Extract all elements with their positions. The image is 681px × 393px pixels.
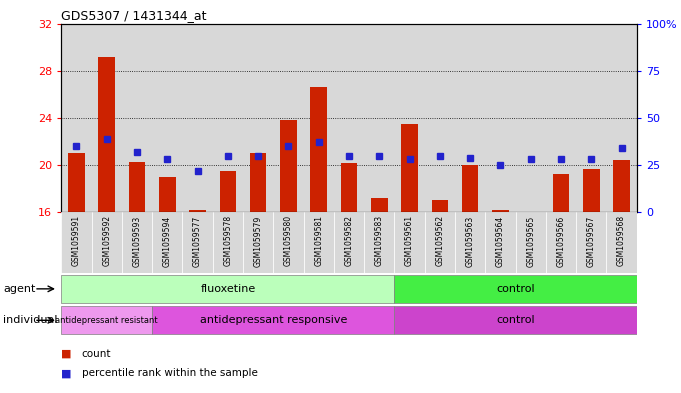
Text: GSM1059563: GSM1059563	[466, 215, 475, 266]
Bar	[425, 24, 455, 212]
Bar	[425, 212, 455, 273]
Bar	[273, 212, 304, 273]
Bar	[311, 87, 327, 212]
Bar	[516, 212, 546, 273]
Bar	[243, 24, 273, 212]
Bar	[250, 153, 266, 212]
Text: GSM1059565: GSM1059565	[526, 215, 535, 266]
Bar	[401, 124, 418, 212]
Text: GSM1059564: GSM1059564	[496, 215, 505, 266]
Bar	[129, 162, 145, 212]
Bar	[122, 24, 152, 212]
Text: percentile rank within the sample: percentile rank within the sample	[82, 368, 257, 378]
Bar	[334, 24, 364, 212]
Text: GSM1059566: GSM1059566	[556, 215, 565, 266]
Bar	[340, 163, 358, 212]
Text: GSM1059582: GSM1059582	[345, 215, 353, 266]
Text: count: count	[82, 349, 111, 359]
Bar	[304, 24, 334, 212]
Text: GSM1059581: GSM1059581	[314, 215, 323, 266]
Text: GSM1059577: GSM1059577	[193, 215, 202, 266]
Text: GSM1059593: GSM1059593	[133, 215, 142, 266]
Bar	[394, 306, 637, 334]
Bar	[152, 24, 183, 212]
Bar	[455, 212, 486, 273]
Bar	[61, 24, 91, 212]
Bar	[183, 24, 212, 212]
Bar	[189, 210, 206, 212]
Bar	[98, 57, 115, 212]
Bar	[152, 306, 394, 334]
Text: GDS5307 / 1431344_at: GDS5307 / 1431344_at	[61, 9, 207, 22]
Bar	[607, 212, 637, 273]
Bar	[492, 210, 509, 212]
Bar	[371, 198, 387, 212]
Bar	[304, 212, 334, 273]
Text: antidepressant responsive: antidepressant responsive	[200, 315, 347, 325]
Bar	[273, 24, 304, 212]
Bar	[68, 153, 84, 212]
Bar	[432, 200, 448, 212]
Bar	[583, 169, 600, 212]
Bar	[212, 24, 243, 212]
Bar	[553, 174, 569, 212]
Text: GSM1059579: GSM1059579	[253, 215, 263, 266]
Text: control: control	[496, 315, 535, 325]
Bar	[61, 306, 152, 334]
Bar	[546, 212, 576, 273]
Bar	[122, 212, 152, 273]
Bar	[486, 212, 516, 273]
Bar	[61, 212, 91, 273]
Bar	[243, 212, 273, 273]
Text: individual: individual	[3, 315, 58, 325]
Bar	[455, 24, 486, 212]
Bar	[334, 212, 364, 273]
Bar	[152, 212, 183, 273]
Text: fluoxetine: fluoxetine	[200, 284, 255, 294]
Bar	[394, 24, 425, 212]
Text: antidepressant resistant: antidepressant resistant	[55, 316, 158, 325]
Bar	[462, 165, 479, 212]
Bar	[219, 171, 236, 212]
Text: GSM1059567: GSM1059567	[587, 215, 596, 266]
Text: GSM1059578: GSM1059578	[223, 215, 232, 266]
Text: GSM1059568: GSM1059568	[617, 215, 626, 266]
Bar	[364, 24, 394, 212]
Bar	[576, 212, 607, 273]
Bar	[614, 160, 630, 212]
Bar	[364, 212, 394, 273]
Bar	[91, 212, 122, 273]
Text: GSM1059561: GSM1059561	[405, 215, 414, 266]
Bar	[394, 212, 425, 273]
Text: GSM1059562: GSM1059562	[435, 215, 445, 266]
Bar	[486, 24, 516, 212]
Text: GSM1059594: GSM1059594	[163, 215, 172, 266]
Bar	[91, 24, 122, 212]
Text: control: control	[496, 284, 535, 294]
Bar	[576, 24, 607, 212]
Bar	[394, 275, 637, 303]
Text: GSM1059592: GSM1059592	[102, 215, 111, 266]
Bar	[516, 24, 546, 212]
Bar	[607, 24, 637, 212]
Bar	[183, 212, 212, 273]
Bar	[61, 275, 394, 303]
Text: GSM1059583: GSM1059583	[375, 215, 384, 266]
Bar	[212, 212, 243, 273]
Text: GSM1059580: GSM1059580	[284, 215, 293, 266]
Text: agent: agent	[3, 284, 36, 294]
Text: ■: ■	[61, 349, 72, 359]
Bar	[159, 177, 176, 212]
Bar	[546, 24, 576, 212]
Text: ■: ■	[61, 368, 72, 378]
Text: GSM1059591: GSM1059591	[72, 215, 81, 266]
Bar	[280, 120, 297, 212]
